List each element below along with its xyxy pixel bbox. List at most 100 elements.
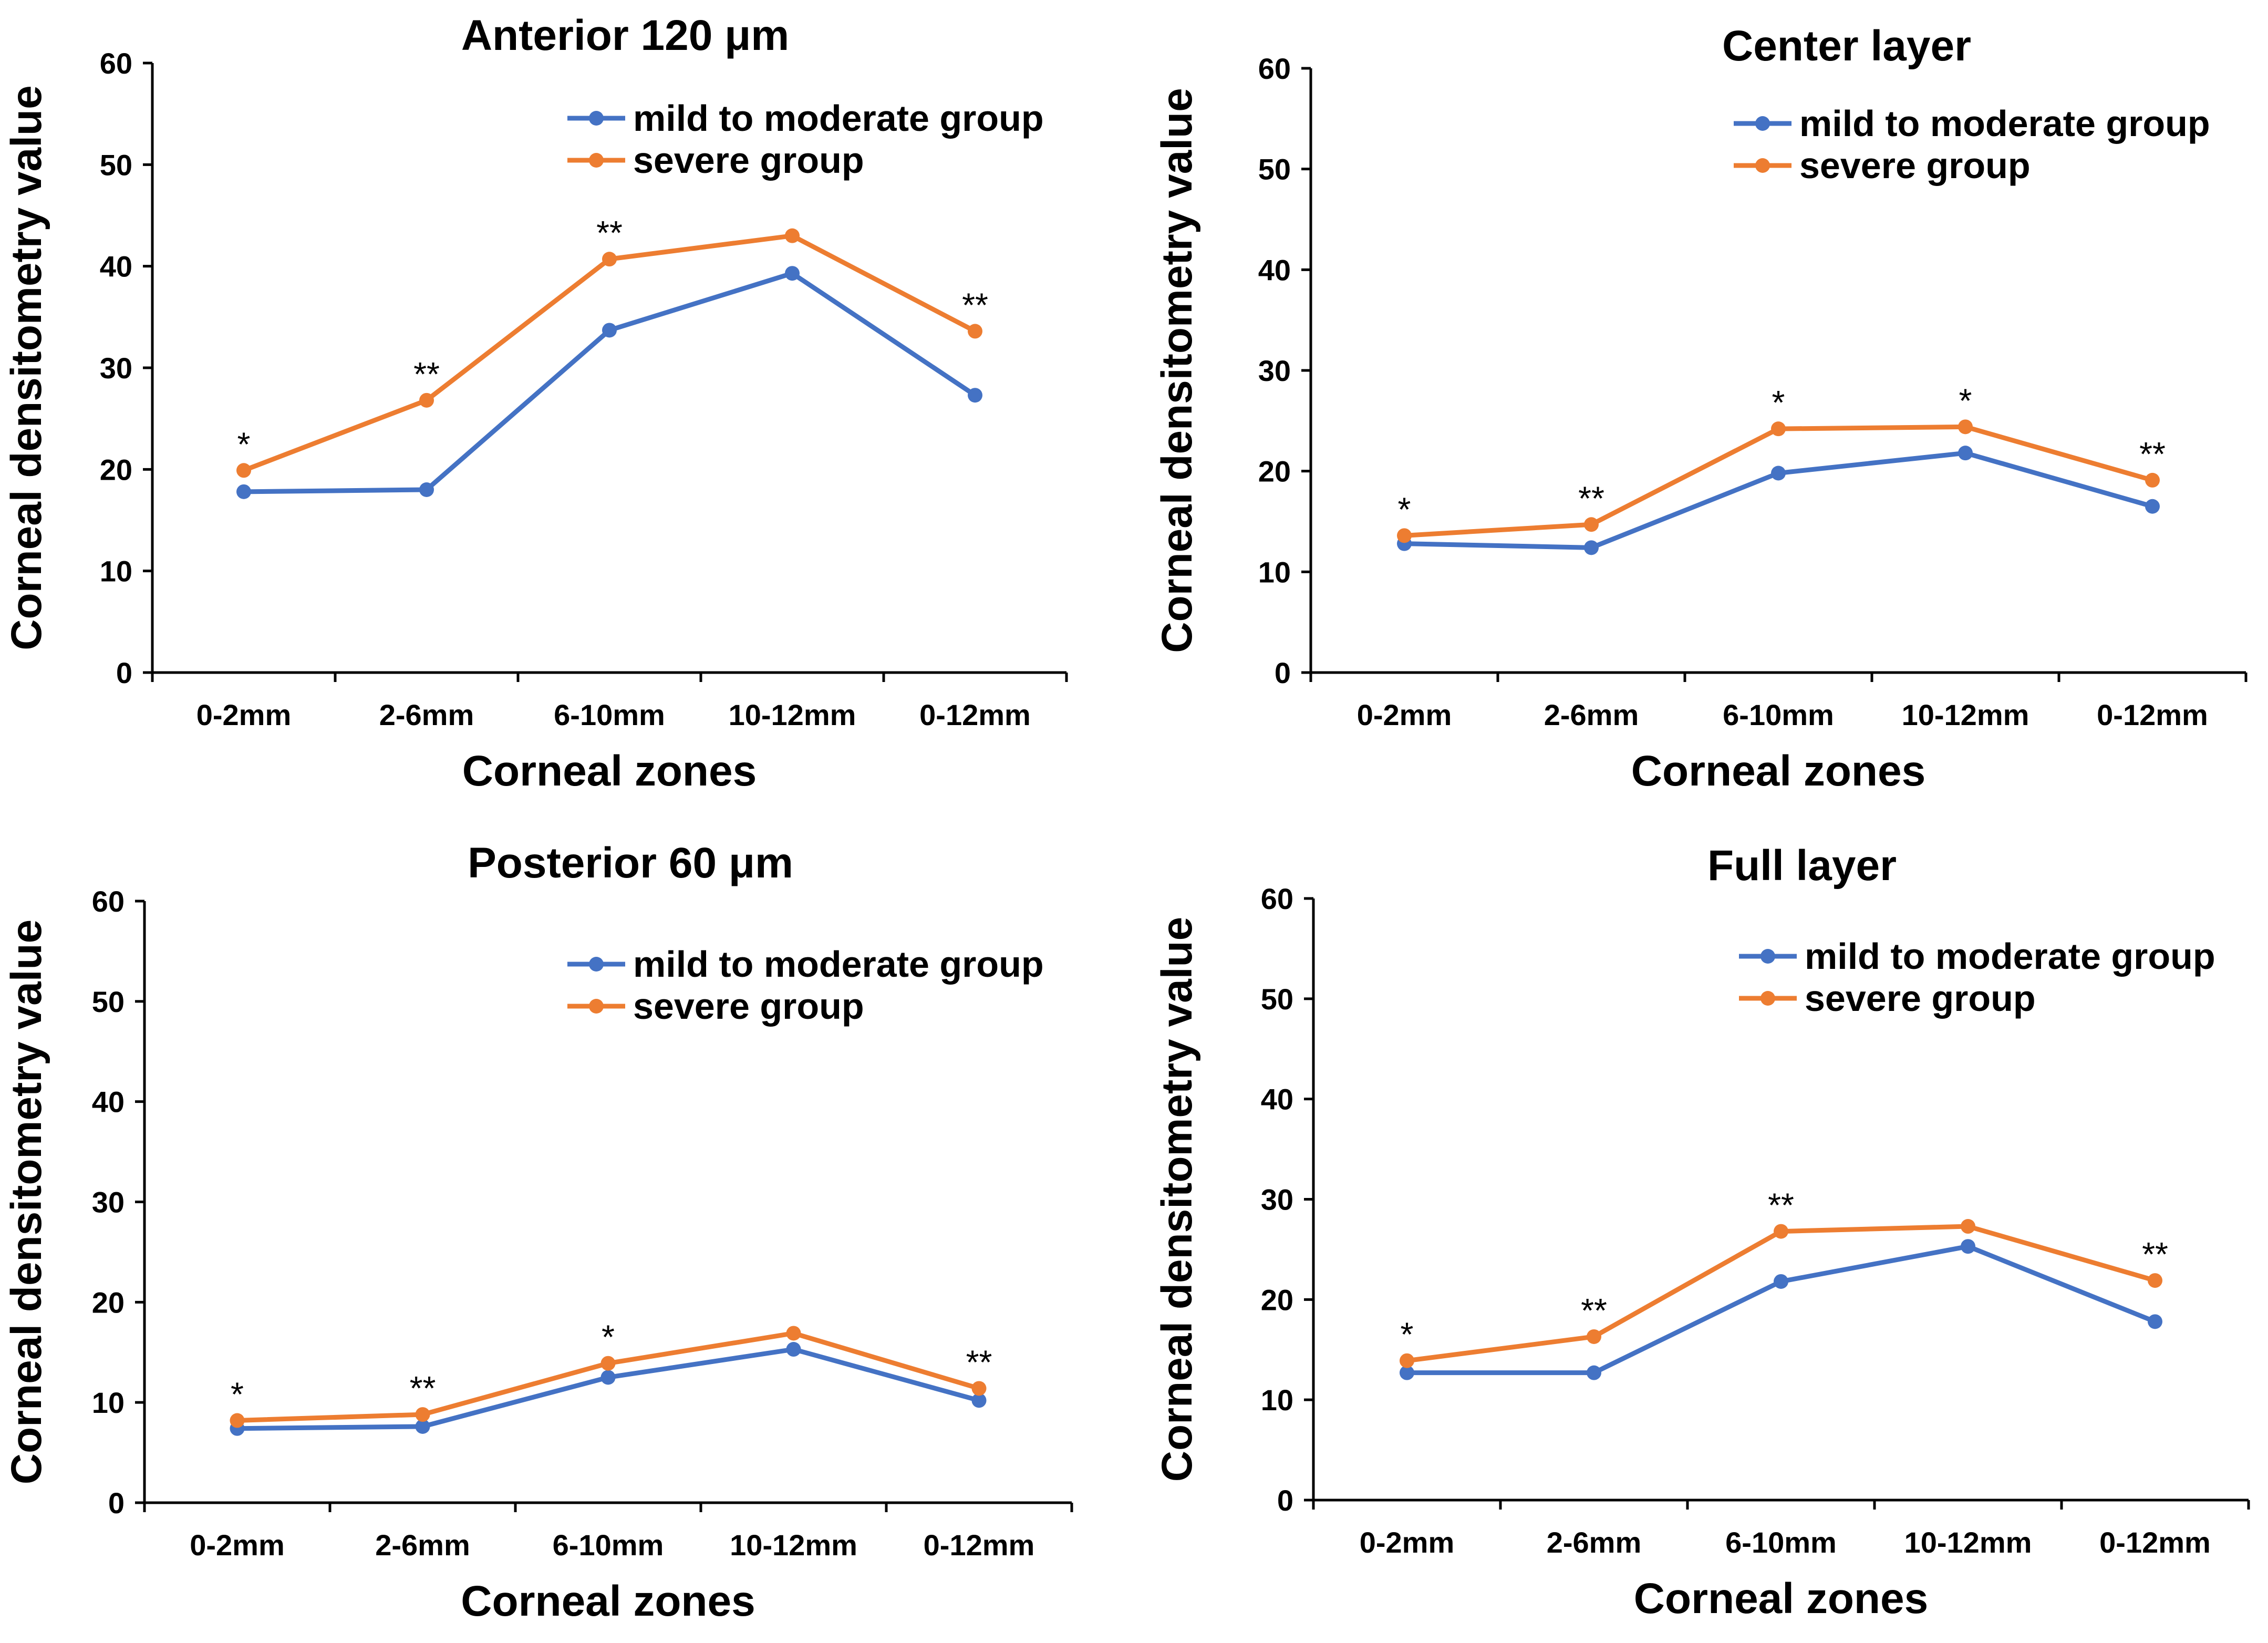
series-line-mild-to-moderate — [1407, 1244, 2156, 1376]
chart-title: Full layer — [1707, 842, 1897, 890]
data-point-mild-1 — [1587, 1365, 1601, 1380]
y-tick-label: 30 — [92, 1186, 125, 1219]
x-tick-label: 0-2mm — [1360, 1526, 1455, 1559]
series-line-severe — [243, 233, 977, 473]
legend-marker — [1755, 158, 1770, 173]
y-tick-label: 50 — [92, 985, 125, 1018]
y-tick-label: 0 — [1277, 1484, 1293, 1517]
x-tick-label: 10-12mm — [729, 698, 856, 731]
x-tick-label: 0-2mm — [1357, 698, 1452, 731]
y-tick-label: 10 — [92, 1386, 125, 1419]
y-tick-label: 40 — [100, 250, 132, 283]
y-tick-label: 10 — [1258, 555, 1291, 588]
y-tick-label: 0 — [1275, 656, 1291, 689]
y-tick-label: 60 — [1261, 882, 1293, 915]
y-tick-label: 10 — [100, 555, 132, 588]
data-point-mild-1 — [1584, 540, 1599, 555]
significance-marker: ** — [1768, 1186, 1794, 1224]
x-tick-label: 6-10mm — [553, 1528, 664, 1562]
y-axis-title: Corneal densitometry value — [3, 85, 50, 650]
x-tick-label: 2-6mm — [379, 698, 474, 731]
y-tick-label: 60 — [1258, 52, 1291, 85]
data-point-severe-2 — [1771, 421, 1786, 437]
x-axis-title: Corneal zones — [462, 747, 757, 795]
x-axis-title: Corneal zones — [1631, 747, 1925, 795]
y-tick-label: 40 — [1258, 253, 1291, 286]
legend-marker — [589, 153, 604, 168]
y-tick-label: 20 — [1258, 455, 1291, 488]
y-axis-title: Corneal densitometry value — [1153, 917, 1201, 1482]
legend-label: mild to moderate group — [1799, 103, 2210, 144]
x-axis-title: Corneal zones — [1634, 1575, 1928, 1623]
x-tick-label: 2-6mm — [1547, 1526, 1642, 1559]
data-point-mild-1 — [415, 1419, 430, 1434]
legend-marker — [589, 111, 604, 126]
x-tick-label: 0-12mm — [2099, 1526, 2211, 1559]
x-tick-label: 2-6mm — [375, 1528, 470, 1562]
chart-panel-full: 0 10 20 30 40 50 60 0-2mm 2-6mm 6-10mm 10-12mm 0-12… — [1151, 830, 2268, 1643]
y-tick-label: 10 — [1261, 1383, 1293, 1417]
data-point-mild-4 — [2145, 499, 2160, 514]
significance-marker: ** — [1578, 479, 1604, 517]
x-tick-label: 10-12mm — [730, 1528, 857, 1562]
data-point-severe-3 — [1961, 1219, 1975, 1234]
x-tick-label: 0-2mm — [196, 698, 292, 731]
data-point-mild-4 — [971, 1393, 987, 1408]
significance-marker: * — [602, 1318, 615, 1356]
legend-label: mild to moderate group — [633, 944, 1044, 985]
legend-label: severe group — [1805, 978, 2036, 1019]
significance-marker: * — [1772, 384, 1785, 421]
legend-label: mild to moderate group — [633, 98, 1044, 139]
x-tick-label: 0-2mm — [190, 1528, 285, 1562]
data-point-severe-1 — [415, 1407, 430, 1422]
significance-marker: ** — [410, 1369, 436, 1407]
y-tick-label: 50 — [100, 148, 132, 181]
data-point-severe-3 — [785, 228, 800, 243]
data-point-severe-3 — [786, 1326, 801, 1341]
chart-title: Center layer — [1722, 22, 1971, 70]
data-point-severe-1 — [1584, 517, 1599, 532]
x-tick-label: 6-10mm — [1723, 698, 1834, 731]
significance-marker: * — [231, 1376, 244, 1413]
y-tick-label: 50 — [1258, 153, 1291, 186]
legend-label: mild to moderate group — [1805, 936, 2215, 977]
data-point-severe-4 — [971, 1381, 987, 1396]
legend-marker — [1760, 991, 1775, 1006]
y-tick-label: 0 — [116, 656, 132, 689]
x-tick-label: 0-12mm — [919, 698, 1031, 731]
y-tick-label: 40 — [92, 1086, 125, 1119]
y-tick-label: 30 — [100, 352, 132, 385]
y-tick-label: 20 — [100, 453, 132, 486]
chart-svg: 0 10 20 30 40 50 60 0-2mm 2-6mm 6-10mm 10-12mm 0-12… — [3, 12, 1068, 795]
data-point-mild-3 — [1958, 446, 1973, 461]
x-tick-label: 0-12mm — [2097, 698, 2208, 731]
significance-marker: ** — [966, 1343, 992, 1381]
data-point-severe-0 — [1397, 528, 1412, 543]
significance-marker: ** — [2139, 435, 2166, 473]
y-tick-label: 40 — [1261, 1083, 1293, 1116]
data-point-mild-3 — [785, 266, 800, 281]
data-point-severe-1 — [1587, 1329, 1601, 1344]
significance-marker: ** — [1581, 1291, 1607, 1329]
chart-title: Anterior 120 μm — [461, 12, 789, 59]
data-point-severe-4 — [2145, 472, 2160, 488]
significance-marker: * — [1398, 490, 1411, 528]
chart-panel-anterior: 0 10 20 30 40 50 60 0-2mm 2-6mm 6-10mm 10-12mm 0-12… — [0, 0, 1130, 820]
significance-marker: ** — [596, 214, 623, 252]
y-axis-title: Corneal densitometry value — [3, 919, 50, 1484]
y-tick-label: 30 — [1258, 354, 1291, 387]
significance-marker: ** — [962, 286, 988, 324]
legend-label: severe group — [1799, 145, 2031, 186]
significance-marker: ** — [2142, 1235, 2168, 1273]
x-tick-label: 10-12mm — [1904, 1526, 2032, 1559]
data-point-severe-0 — [230, 1413, 245, 1428]
significance-marker: ** — [413, 355, 440, 393]
y-tick-label: 60 — [92, 885, 125, 918]
data-point-severe-0 — [1400, 1353, 1414, 1368]
legend-marker — [589, 957, 604, 972]
data-point-severe-0 — [236, 463, 251, 478]
data-point-severe-2 — [602, 252, 617, 267]
data-point-severe-2 — [1774, 1224, 1788, 1239]
data-point-mild-0 — [1400, 1365, 1414, 1380]
